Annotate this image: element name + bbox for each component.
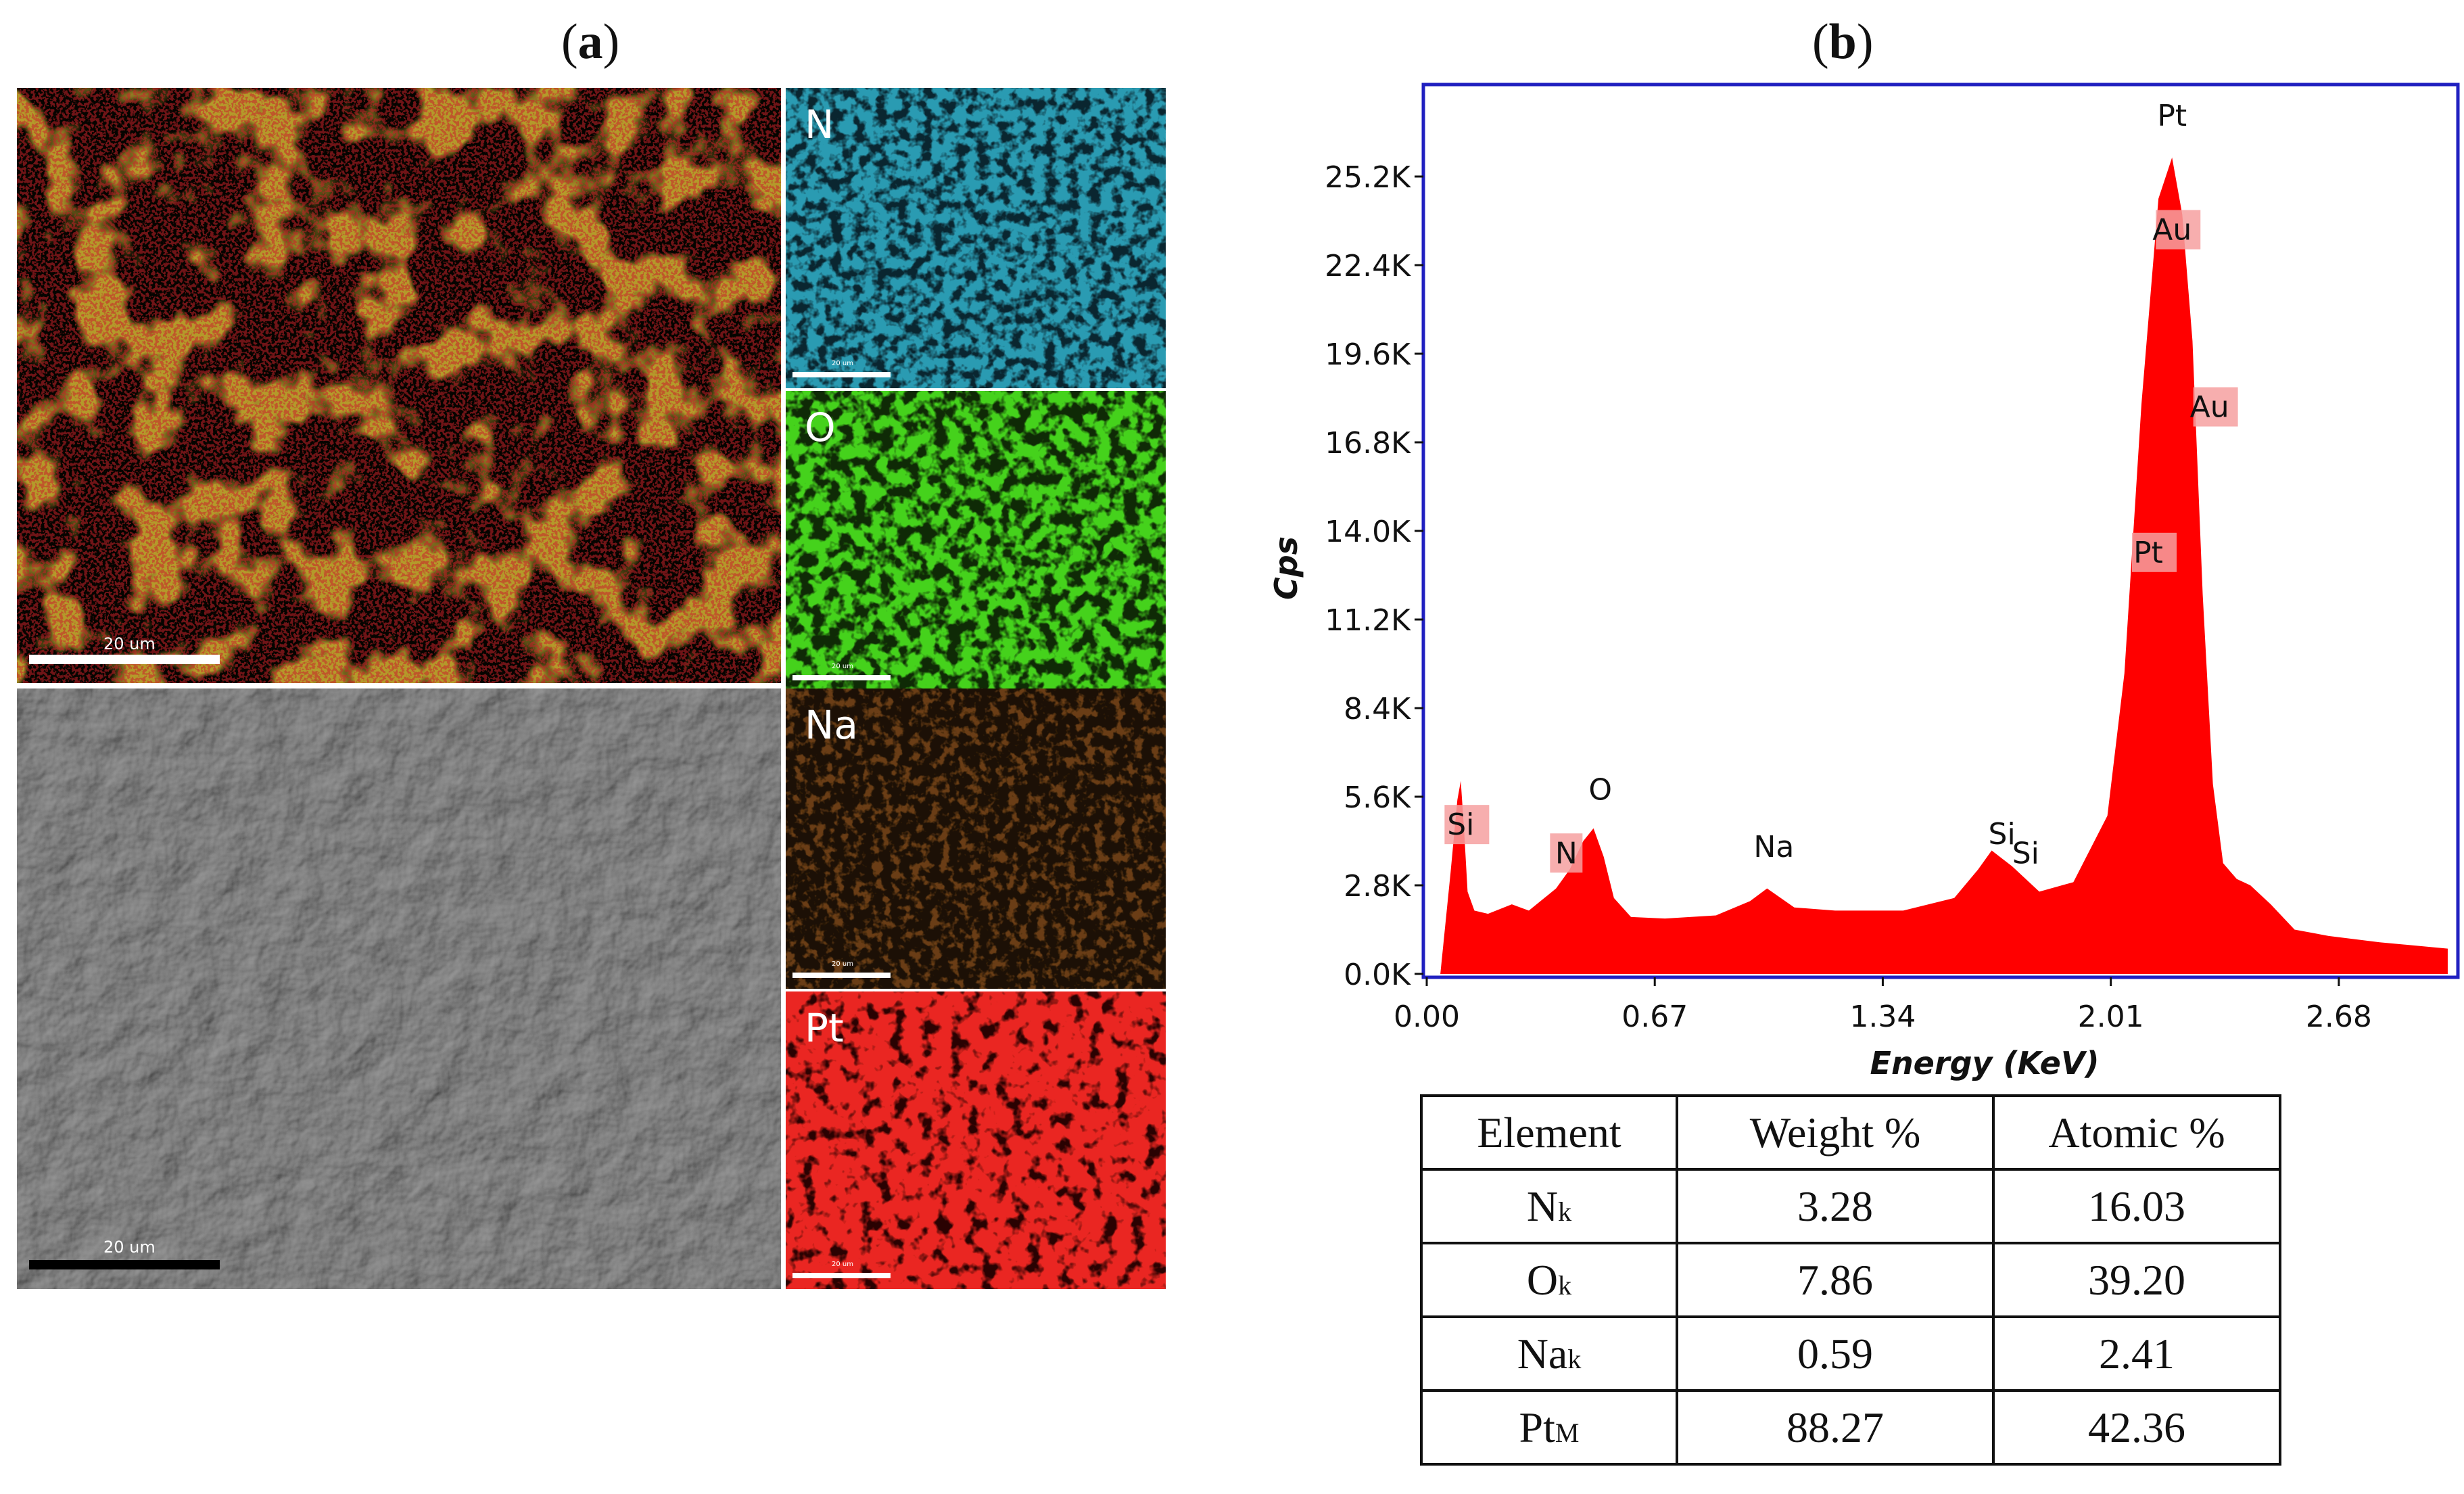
peak-label: Na (1753, 830, 1794, 864)
y-tick-label: 16.8K (1325, 426, 1411, 461)
composite-scalebar (29, 655, 220, 664)
cell-atomic: 42.36 (1992, 1389, 2281, 1466)
map-na-scalebar (792, 973, 891, 978)
cell-atomic: 2.41 (1992, 1315, 2281, 1392)
x-axis-label: Energy (KeV) (1870, 1045, 2100, 1081)
peak-label: O (1588, 773, 1612, 808)
x-tick-label: 2.68 (2306, 1000, 2372, 1034)
map-na-label: Na (805, 702, 858, 748)
x-axis: 0.00 0.67 1.34 2.01 2.68 (1394, 977, 2372, 1034)
map-pt-label: Pt (805, 1005, 844, 1051)
y-tick-label: 14.0K (1325, 515, 1411, 549)
header-weight: Weight % (1676, 1094, 1995, 1171)
eds-spectrum-chart: 0.0K 2.8K 5.6K 8.4K 11.2K 14.0K 16.8K 19.6K 22.4… (1268, 83, 2460, 1081)
cell-atomic: 16.03 (1992, 1168, 2281, 1244)
panel-b-label: (b) (1812, 14, 1874, 70)
panel-a-label: (a) (561, 14, 620, 70)
cell-element: Nak (1420, 1315, 1678, 1392)
y-tick-label: 22.4K (1325, 249, 1411, 283)
map-n: N 20 um (786, 88, 1166, 388)
table-row: Nak 0.59 2.41 (1420, 1315, 2281, 1392)
header-element: Element (1420, 1094, 1678, 1171)
table-header-row: Element Weight % Atomic % (1420, 1094, 2281, 1171)
peak-label: Pt (2133, 536, 2163, 570)
cell-weight: 7.86 (1676, 1242, 1995, 1318)
peak-label-box (2193, 387, 2238, 427)
map-na: Na 20 um (786, 688, 1166, 989)
x-tick-label: 1.34 (1849, 1000, 1916, 1034)
peak-label: Au (2190, 390, 2229, 425)
peak-label: Pt (2157, 99, 2187, 133)
peak-label-box (1550, 833, 1583, 873)
y-tick-label: 8.4K (1344, 692, 1411, 726)
map-pt-scale-text: 20 um (832, 1261, 853, 1268)
map-pt-scalebar (792, 1273, 891, 1278)
y-axis-label: Cps (1268, 536, 1304, 600)
y-tick-label: 19.6K (1325, 337, 1411, 372)
table-row: PtM 88.27 42.36 (1420, 1389, 2281, 1466)
y-tick-label: 2.8K (1344, 869, 1411, 904)
x-tick-label: 0.00 (1394, 1000, 1460, 1034)
composite-map: 20 um (17, 88, 781, 683)
table-row: Nk 3.28 16.03 (1420, 1168, 2281, 1244)
peak-label-box (2156, 210, 2201, 250)
peak-label-box (2132, 532, 2177, 572)
map-n-scale-text: 20 um (832, 360, 853, 367)
y-tick-label: 5.6K (1344, 780, 1411, 815)
map-o-label: O (805, 404, 836, 450)
map-o-scale-text: 20 um (832, 663, 853, 670)
y-tick-label: 0.0K (1344, 958, 1411, 992)
cell-atomic: 39.20 (1992, 1242, 2281, 1318)
y-tick-label: 25.2K (1325, 160, 1411, 195)
y-axis: 0.0K 2.8K 5.6K 8.4K 11.2K 14.0K 16.8K 19.6K 22.4… (1325, 160, 1423, 992)
peak-label: Au (2152, 213, 2191, 248)
map-o: O 20 um (786, 391, 1166, 691)
peak-label: Si (2012, 836, 2039, 870)
peak-label-box (1444, 805, 1490, 845)
map-o-scalebar (792, 675, 891, 680)
map-n-label: N (805, 101, 834, 147)
sem-scalebar (29, 1260, 220, 1269)
cell-element: Nk (1420, 1168, 1678, 1244)
map-na-scale-text: 20 um (832, 960, 853, 968)
composite-scale-text: 20 um (103, 634, 156, 653)
x-tick-label: 0.67 (1621, 1000, 1688, 1034)
y-tick-label: 11.2K (1325, 603, 1411, 638)
x-tick-label: 2.01 (2078, 1000, 2144, 1034)
cell-weight: 3.28 (1676, 1168, 1995, 1244)
peak-label: Si (1989, 817, 2016, 851)
cell-element: Ok (1420, 1242, 1678, 1318)
sem-image: 20 um (17, 688, 781, 1289)
map-pt: Pt 20 um (786, 991, 1166, 1289)
composition-table: Element Weight % Atomic % Nk 3.28 16.03 … (1420, 1094, 2281, 1466)
composite-texture (17, 88, 781, 683)
spectrum-area (1440, 157, 2448, 974)
cell-weight: 0.59 (1676, 1315, 1995, 1392)
map-n-scalebar (792, 372, 891, 377)
sem-scale-text: 20 um (103, 1238, 156, 1257)
sem-texture (17, 688, 781, 1289)
cell-weight: 88.27 (1676, 1389, 1995, 1466)
header-atomic: Atomic % (1992, 1094, 2281, 1171)
table-row: Ok 7.86 39.20 (1420, 1242, 2281, 1318)
peak-label: N (1555, 836, 1578, 870)
cell-element: PtM (1420, 1389, 1678, 1466)
peak-label: Si (1447, 808, 1474, 842)
